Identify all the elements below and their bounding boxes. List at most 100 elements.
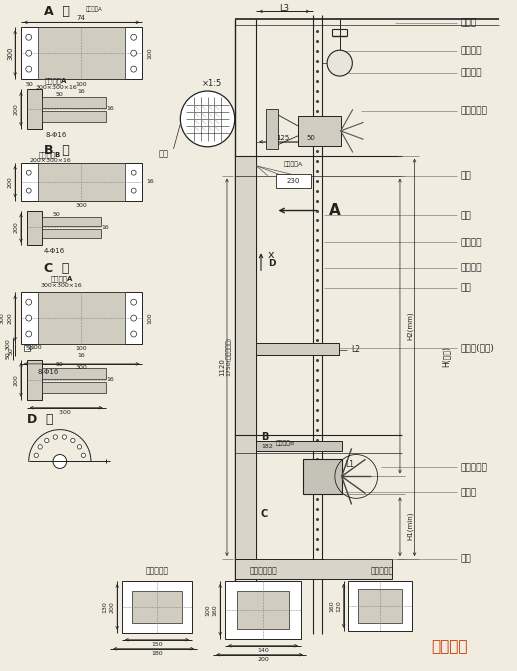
Circle shape: [34, 453, 38, 458]
Text: 插销: 插销: [159, 149, 169, 158]
Text: 300: 300: [7, 46, 13, 60]
Text: 8-Φ16: 8-Φ16: [45, 132, 67, 138]
Bar: [122, 581, 192, 633]
Bar: [42, 229, 101, 238]
Text: 底座: 底座: [460, 554, 471, 564]
Circle shape: [44, 438, 49, 443]
Text: A: A: [329, 203, 341, 218]
Circle shape: [26, 34, 32, 40]
Text: 200: 200: [257, 657, 269, 662]
Bar: [303, 460, 342, 495]
Bar: [237, 591, 289, 629]
Text: B: B: [261, 431, 268, 442]
Text: H1(min): H1(min): [406, 512, 413, 540]
Text: 200: 200: [8, 312, 13, 324]
Text: C: C: [261, 509, 268, 519]
Text: 100: 100: [148, 312, 153, 324]
Circle shape: [131, 315, 136, 321]
Circle shape: [26, 66, 32, 72]
Text: 300: 300: [0, 312, 4, 324]
Bar: [235, 156, 256, 559]
Bar: [38, 292, 125, 344]
Circle shape: [405, 623, 409, 627]
Text: 底座安装孔: 底座安装孔: [371, 566, 394, 576]
Circle shape: [180, 91, 235, 147]
Text: 16: 16: [107, 107, 114, 111]
Bar: [235, 559, 392, 579]
Text: 160: 160: [213, 604, 218, 616]
Text: 160: 160: [329, 600, 334, 612]
Text: 起吸架: 起吸架: [460, 19, 476, 28]
Text: 16: 16: [78, 89, 85, 93]
Circle shape: [26, 299, 32, 305]
Bar: [225, 581, 301, 639]
Text: H(池深): H(池深): [441, 346, 450, 368]
Text: 旋转卸扣: 旋转卸扣: [460, 264, 482, 273]
Text: C  向: C 向: [44, 262, 70, 275]
Text: A  向: A 向: [44, 5, 70, 18]
Circle shape: [131, 188, 136, 193]
Text: 50: 50: [26, 82, 34, 87]
Circle shape: [26, 188, 31, 193]
Text: 200: 200: [13, 374, 19, 386]
Text: 300: 300: [59, 410, 72, 415]
Text: 100: 100: [31, 346, 42, 350]
Circle shape: [26, 170, 31, 175]
Circle shape: [26, 50, 32, 56]
Bar: [42, 382, 105, 393]
Bar: [42, 217, 101, 226]
Circle shape: [81, 453, 85, 458]
Text: 200: 200: [8, 176, 13, 187]
Circle shape: [26, 315, 32, 321]
Text: 125: 125: [276, 135, 289, 141]
Text: 50: 50: [53, 212, 61, 217]
Text: L1: L1: [345, 460, 355, 469]
Bar: [42, 97, 105, 108]
Text: 100: 100: [75, 82, 87, 87]
Text: 200: 200: [13, 221, 19, 234]
Circle shape: [294, 586, 298, 591]
Text: 16: 16: [78, 354, 85, 358]
Text: 200×300×16: 200×300×16: [29, 158, 71, 163]
Text: B  向: B 向: [44, 144, 70, 157]
Text: 50: 50: [56, 362, 64, 368]
Text: 起吸环锁: 起吸环锁: [460, 238, 482, 247]
Text: 16: 16: [102, 225, 110, 230]
Text: L2: L2: [352, 346, 360, 354]
Bar: [42, 368, 105, 379]
Text: 潜水搞拌机: 潜水搞拌机: [460, 463, 487, 472]
Circle shape: [131, 50, 136, 56]
Text: D: D: [268, 259, 275, 268]
Text: 支座架安装孔: 支座架安装孔: [250, 566, 278, 576]
Text: 100: 100: [205, 604, 210, 616]
Bar: [27, 211, 42, 246]
Bar: [256, 441, 342, 450]
Text: 吸钉: 吸钉: [460, 284, 471, 293]
Circle shape: [131, 66, 136, 72]
Text: 180: 180: [151, 651, 163, 656]
Circle shape: [125, 622, 129, 627]
Text: 4-Φ16: 4-Φ16: [43, 248, 65, 254]
Circle shape: [53, 454, 67, 468]
Circle shape: [62, 435, 67, 440]
Text: 140: 140: [257, 648, 269, 653]
Bar: [348, 581, 412, 631]
Text: 8-Φ16: 8-Φ16: [38, 369, 59, 375]
Circle shape: [131, 170, 136, 175]
Text: 限位架: 限位架: [460, 488, 476, 497]
Text: 支座安装孔: 支座安装孔: [145, 566, 169, 576]
Text: 100: 100: [148, 48, 153, 59]
Bar: [21, 163, 143, 201]
Text: 300×300×16: 300×300×16: [41, 282, 83, 288]
Circle shape: [71, 438, 75, 443]
Circle shape: [131, 299, 136, 305]
Bar: [256, 343, 339, 355]
Bar: [21, 28, 143, 79]
Circle shape: [131, 331, 136, 337]
Text: D  向: D 向: [27, 413, 54, 426]
Circle shape: [327, 50, 353, 76]
Text: L3: L3: [279, 4, 290, 13]
Text: 182: 182: [261, 444, 273, 449]
Text: 130: 130: [102, 601, 107, 613]
Circle shape: [294, 628, 298, 633]
